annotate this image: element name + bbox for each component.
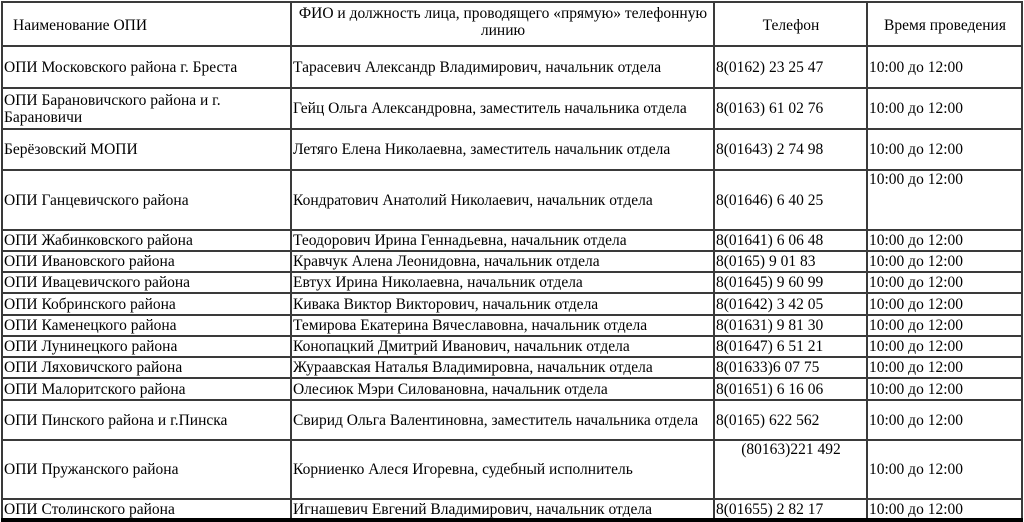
time-cell: 10:00 до 12:00 [866, 292, 1023, 316]
opi-name-cell: ОПИ Жабинковского района [1, 229, 292, 252]
person-cell: Гейц Ольга Александровна, заместитель на… [290, 87, 715, 130]
time-cell: 10:00 до 12:00 [866, 229, 1023, 252]
person-cell: Свирид Ольга Валентиновна, заместитель н… [290, 399, 715, 441]
time-cell: 10:00 до 12:00 [866, 271, 1023, 294]
table-row: ОПИ Ивановского района Кравчук Алена Леон… [1, 250, 1023, 273]
phone-cell: 8(01645) 9 60 99 [713, 271, 868, 294]
table-row: Берёзовский МОПИ Летяго Елена Николаевна,… [1, 128, 1023, 171]
table-row: ОПИ Жабинковского района Теодорович Ирина… [1, 229, 1023, 252]
opi-name-cell: ОПИ Лунинецкого района [1, 335, 292, 358]
opi-name-cell: ОПИ Ивацевичского района [1, 271, 292, 294]
table-row: ОПИ Пружанского района Корниенко Алеся Иг… [1, 439, 1023, 500]
phone-cell: 8(01643) 2 74 98 [713, 128, 868, 171]
time-cell: 10:00 до 12:00 [866, 128, 1023, 171]
table-row: ОПИ Ивацевичского района Евтух Ирина Нико… [1, 271, 1023, 294]
phone-cell: 8(01655) 2 82 17 [713, 498, 868, 522]
person-cell: Кондратович Анатолий Николаевич, начальн… [290, 169, 715, 231]
table-row: ОПИ Каменецкого района Темирова Екатерина… [1, 314, 1023, 337]
opi-name-cell: Берёзовский МОПИ [1, 128, 292, 171]
table-row: ОПИ Столинского района Игнашевич Евгений … [1, 498, 1023, 522]
time-cell: 10:00 до 12:00 [866, 335, 1023, 358]
opi-name-cell: ОПИ Малоритского района [1, 377, 292, 401]
header-person: ФИО и должность лица, проводящего «пряму… [290, 1, 715, 47]
phone-cell: 8(01642) 3 42 05 [713, 292, 868, 316]
phone-cell: 8(01651) 6 16 06 [713, 377, 868, 401]
opi-name-cell: ОПИ Пружанского района [1, 439, 292, 500]
opi-name-cell: ОПИ Столинского района [1, 498, 292, 522]
time-cell: 10:00 до 12:00 [866, 439, 1023, 500]
phone-cell: 8(01647) 6 51 21 [713, 335, 868, 358]
person-cell: Олесиюк Мэри Силовановна, начальник отде… [290, 377, 715, 401]
header-name: Наименование ОПИ [1, 1, 292, 47]
phone-cell: 8(01633)6 07 75 [713, 356, 868, 379]
table-header-row: Наименование ОПИ ФИО и должность лица, п… [1, 1, 1023, 47]
time-cell: 10:00 до 12:00 [866, 377, 1023, 401]
phone-cell: 8(0163) 61 02 76 [713, 87, 868, 130]
table-row: ОПИ Ганцевичского района Кондратович Анат… [1, 169, 1023, 231]
opi-name-cell: ОПИ Каменецкого района [1, 314, 292, 337]
table-row: ОПИ Ляховичского района Жураавская Наталь… [1, 356, 1023, 379]
time-cell: 10:00 до 12:00 [866, 87, 1023, 130]
person-cell: Кивака Виктор Викторович, начальник отде… [290, 292, 715, 316]
person-cell: Теодорович Ирина Геннадьевна, начальник … [290, 229, 715, 252]
opi-name-cell: ОПИ Ивановского района [1, 250, 292, 273]
person-cell: Тарасевич Александр Владимирович, началь… [290, 45, 715, 89]
opi-name-cell: ОПИ Московского района г. Бреста [1, 45, 292, 89]
person-cell: Евтух Ирина Николаевна, начальник отдела [290, 271, 715, 294]
phone-cell: 8(01631) 9 81 30 [713, 314, 868, 337]
opi-name-cell: ОПИ Ганцевичского района [1, 169, 292, 231]
person-cell: Конопацкий Дмитрий Иванович, начальник о… [290, 335, 715, 358]
table-row: ОПИ Кобринского района Кивака Виктор Викт… [1, 292, 1023, 316]
person-cell: Игнашевич Евгений Владимирович, начальни… [290, 498, 715, 522]
time-cell: 10:00 до 12:00 [866, 169, 1023, 231]
table-row: ОПИ Лунинецкого района Конопацкий Дмитрий… [1, 335, 1023, 358]
header-phone: Телефон [713, 1, 868, 47]
phone-cell: 8(0165) 9 01 83 [713, 250, 868, 273]
opi-name-cell: ОПИ Пинского района и г.Пинска [1, 399, 292, 441]
time-cell: 10:00 до 12:00 [866, 314, 1023, 337]
person-cell: Темирова Екатерина Вячеславовна, начальн… [290, 314, 715, 337]
phone-cell: 8(01641) 6 06 48 [713, 229, 868, 252]
opi-name-cell: ОПИ Барановичского района и г. Баранович… [1, 87, 292, 130]
person-cell: Корниенко Алеся Игоревна, судебный испол… [290, 439, 715, 500]
opi-name-cell: ОПИ Ляховичского района [1, 356, 292, 379]
person-cell: Летяго Елена Николаевна, заместитель нач… [290, 128, 715, 171]
header-time: Время проведения [866, 1, 1023, 47]
time-cell: 10:00 до 12:00 [866, 399, 1023, 441]
phone-cell: 8(01646) 6 40 25 [713, 169, 868, 231]
person-cell: Кравчук Алена Леонидовна, начальник отде… [290, 250, 715, 273]
time-cell: 10:00 до 12:00 [866, 250, 1023, 273]
table-row: ОПИ Барановичского района и г. Баранович… [1, 87, 1023, 130]
opi-name-cell: ОПИ Кобринского района [1, 292, 292, 316]
table-row: ОПИ Пинского района и г.Пинска Свирид Оль… [1, 399, 1023, 441]
time-cell: 10:00 до 12:00 [866, 498, 1023, 522]
person-cell: Жураавская Наталья Владимировна, начальн… [290, 356, 715, 379]
time-cell: 10:00 до 12:00 [866, 356, 1023, 379]
time-cell: 10:00 до 12:00 [866, 45, 1023, 89]
table-row: ОПИ Малоритского района Олесиюк Мэри Сило… [1, 377, 1023, 401]
table-row: ОПИ Московского района г. Бреста Тарасеви… [1, 45, 1023, 89]
phone-cell: (80163)221 492 [713, 439, 868, 500]
phone-cell: 8(0162) 23 25 47 [713, 45, 868, 89]
phone-cell: 8(0165) 622 562 [713, 399, 868, 441]
